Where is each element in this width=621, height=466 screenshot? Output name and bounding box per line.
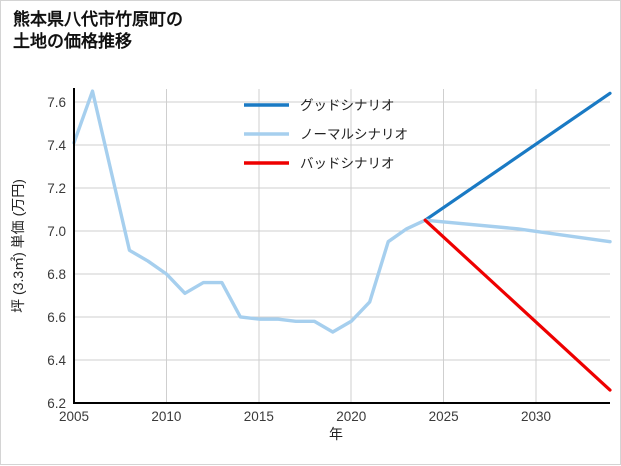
series-line-normal (72, 89, 612, 334)
y-tick-label: 6.4 (47, 353, 66, 368)
x-axis-title: 年 (329, 426, 343, 442)
y-tick-label: 6.2 (47, 396, 66, 411)
series-lines (72, 89, 612, 392)
legend-label-0: グッドシナリオ (300, 98, 395, 113)
axis-spines (72, 88, 610, 405)
y-tick-label: 7.2 (47, 181, 66, 196)
x-tick-label: 2005 (59, 409, 89, 424)
y-tick-label: 7.6 (47, 95, 66, 110)
x-tick-label: 2030 (521, 409, 551, 424)
y-axis-title: 坪 (3.3㎡) 単価 (万円) (10, 179, 26, 313)
series-line-bad (423, 218, 612, 392)
x-tick-label: 2015 (244, 409, 274, 424)
page-title: 熊本県八代市竹原町の 土地の価格推移 (13, 10, 183, 52)
legend-label-1: ノーマルシナリオ (300, 127, 408, 142)
y-tick-label: 6.8 (47, 267, 66, 282)
series-line-good (423, 91, 612, 222)
x-tick-label: 2025 (429, 409, 459, 424)
y-tick-labels: 6.2 6.4 6.6 6.8 7.0 7.2 7.4 7.6 (47, 95, 66, 411)
x-tick-label: 2020 (336, 409, 366, 424)
y-tick-label: 7.0 (47, 224, 66, 239)
x-tick-labels: 2005 2010 2015 2020 2025 2030 (59, 409, 551, 424)
y-tick-label: 6.6 (47, 310, 66, 325)
x-tick-label: 2010 (151, 409, 181, 424)
legend-label-2: バッドシナリオ (300, 156, 395, 171)
y-tick-label: 7.4 (47, 138, 66, 153)
